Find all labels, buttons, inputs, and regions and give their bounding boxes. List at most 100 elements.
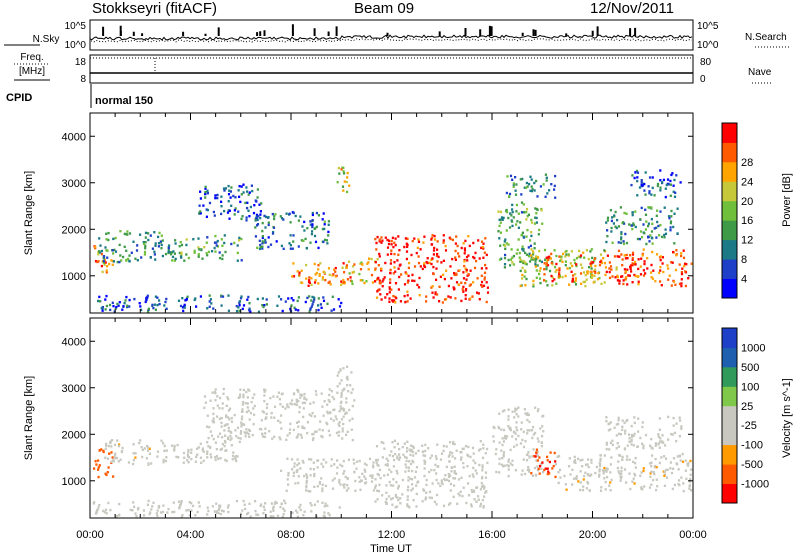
- data-cell: [303, 229, 306, 232]
- data-cell: [210, 434, 214, 437]
- data-cell: [428, 496, 431, 499]
- data-cell: [530, 178, 533, 181]
- data-cell: [147, 446, 150, 449]
- data-cell: [483, 271, 487, 274]
- data-cell: [516, 428, 519, 432]
- data-cell: [478, 463, 481, 467]
- data-cell: [619, 206, 622, 209]
- data-cell: [418, 294, 421, 297]
- data-cell: [345, 433, 348, 437]
- data-cell: [222, 187, 226, 190]
- data-cell: [526, 185, 529, 188]
- data-cell: [132, 501, 135, 504]
- data-cell: [124, 299, 127, 302]
- data-cell: [537, 233, 540, 236]
- data-cell: [650, 206, 653, 209]
- data-cell: [212, 307, 215, 310]
- nsky-spikes: [102, 24, 637, 36]
- data-cell: [536, 195, 539, 198]
- data-cell: [133, 505, 136, 508]
- data-cell: [598, 473, 601, 476]
- data-cell: [630, 264, 633, 267]
- data-cell: [127, 257, 130, 261]
- data-cell: [545, 256, 548, 259]
- data-cell: [564, 260, 567, 263]
- data-cell: [553, 278, 556, 281]
- data-cell: [300, 269, 303, 272]
- data-cell: [417, 238, 420, 241]
- data-cell: [535, 451, 538, 454]
- data-cell: [538, 472, 541, 475]
- data-cell: [500, 449, 503, 452]
- data-cell: [338, 410, 341, 413]
- data-cell: [312, 401, 315, 404]
- data-cell: [621, 428, 624, 432]
- data-cell: [368, 257, 371, 260]
- data-cell: [538, 272, 541, 276]
- data-cell: [678, 282, 681, 286]
- data-cell: [631, 251, 635, 254]
- data-cell: [262, 305, 265, 309]
- data-cell: [411, 279, 414, 282]
- data-cell: [620, 472, 623, 475]
- data-cell: [667, 438, 670, 441]
- data-cell: [498, 471, 501, 474]
- data-cell: [625, 253, 628, 257]
- data-cell: [224, 187, 227, 190]
- data-cell: [626, 455, 629, 458]
- data-cell: [632, 222, 635, 225]
- data-cell: [644, 208, 647, 211]
- nave-label: Nave: [748, 67, 772, 78]
- data-cell: [256, 218, 259, 222]
- data-cell: [453, 465, 456, 468]
- data-cell: [190, 457, 193, 461]
- data-cell: [179, 503, 182, 507]
- data-cell: [481, 456, 485, 460]
- data-cell: [321, 489, 324, 493]
- data-cell: [633, 472, 636, 476]
- data-cell: [337, 434, 340, 437]
- data-cell: [214, 441, 217, 444]
- data-cell: [540, 467, 543, 471]
- data-cell: [636, 194, 639, 197]
- data-cell: [528, 455, 531, 458]
- data-cell: [608, 276, 612, 280]
- colorbar-segment: [722, 444, 737, 465]
- data-cell: [577, 480, 580, 483]
- data-cell: [557, 454, 560, 458]
- data-cell: [603, 466, 606, 470]
- data-cell: [298, 506, 301, 509]
- data-cell: [242, 396, 245, 399]
- data-cell: [672, 280, 676, 283]
- data-cell: [457, 478, 461, 481]
- data-cell: [290, 399, 294, 402]
- data-cell: [650, 271, 653, 274]
- data-cell: [409, 477, 412, 480]
- data-cell: [194, 460, 197, 463]
- data-cell: [332, 419, 335, 422]
- data-cell: [309, 502, 312, 505]
- data-cell: [289, 221, 292, 224]
- data-cell: [511, 220, 514, 223]
- data-cell: [504, 244, 507, 247]
- data-cell: [682, 249, 685, 252]
- data-cell: [371, 474, 374, 477]
- data-cell: [608, 267, 611, 270]
- data-cell: [634, 263, 637, 266]
- data-cell: [639, 273, 643, 276]
- data-cell: [375, 248, 378, 251]
- data-cell: [419, 248, 422, 251]
- data-cell: [681, 267, 684, 270]
- data-cell: [158, 302, 161, 306]
- data-cell: [215, 510, 218, 513]
- data-cell: [419, 265, 422, 268]
- data-cell: [380, 236, 383, 239]
- data-cell: [303, 474, 306, 478]
- data-cell: [309, 241, 312, 244]
- data-cell: [289, 402, 292, 405]
- data-cell: [365, 463, 368, 467]
- data-cell: [606, 216, 610, 219]
- data-cell: [482, 256, 485, 259]
- data-cell: [193, 298, 196, 302]
- data-cell: [333, 268, 336, 271]
